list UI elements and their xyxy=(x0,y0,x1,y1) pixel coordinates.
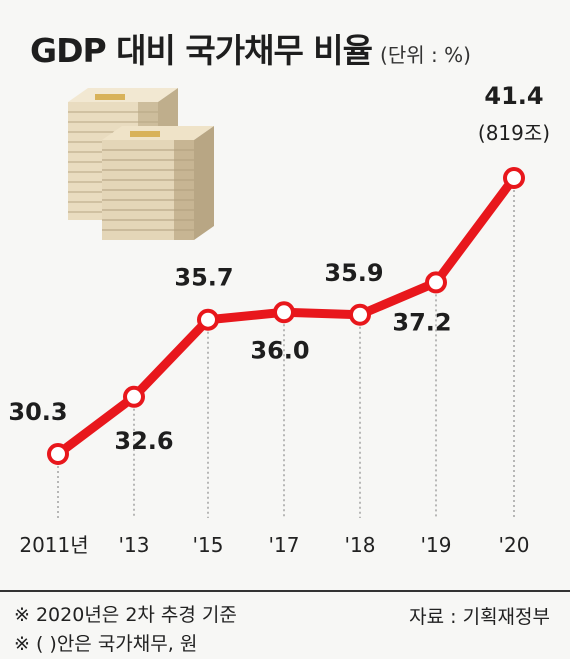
markers xyxy=(47,167,525,465)
point-marker-6 xyxy=(503,167,525,189)
guide-lines xyxy=(57,190,515,518)
x-tick-4: '18 xyxy=(345,533,376,557)
money-stack-illustration xyxy=(68,88,214,240)
point-marker-0 xyxy=(47,443,69,465)
note-line-1: ※ 2020년은 2차 추경 기준 xyxy=(14,604,237,626)
point-marker-3 xyxy=(273,301,295,324)
unit-label: (단위 : %) xyxy=(380,43,471,67)
value-label-6: 41.4 xyxy=(484,82,543,110)
x-tick-1: '13 xyxy=(119,533,150,557)
debt-amount-label: (819조) xyxy=(478,121,550,145)
value-label-4: 35.9 xyxy=(324,259,383,287)
note-line-2: ※ ( )안은 국가채무, 원 xyxy=(14,633,198,655)
x-tick-5: '19 xyxy=(421,533,452,557)
x-tick-3: '17 xyxy=(269,533,300,557)
value-label-1: 32.6 xyxy=(114,427,173,455)
point-marker-2 xyxy=(197,308,219,331)
value-label-3: 36.0 xyxy=(250,336,309,364)
point-marker-1 xyxy=(123,385,145,408)
title-row: GDP 대비 국가채무 비율 (단위 : %) xyxy=(30,24,471,72)
line-chart: 30.3 32.6 35.7 36.0 35.9 37.2 41.4 (819조) 2011년… xyxy=(8,82,550,557)
x-tick-2: '15 xyxy=(193,533,224,557)
value-labels: 30.3 32.6 35.7 36.0 35.9 37.2 41.4 (819조) xyxy=(8,82,550,455)
footer-divider xyxy=(0,590,570,592)
value-label-0: 30.3 xyxy=(8,398,67,426)
x-tick-6: '20 xyxy=(499,533,530,557)
source-label: 자료 : 기획재정부 xyxy=(409,606,550,628)
value-label-2: 35.7 xyxy=(174,264,233,292)
point-marker-4 xyxy=(349,303,371,326)
x-tick-0: 2011년 xyxy=(19,533,88,557)
value-label-5: 37.2 xyxy=(392,308,451,336)
chart-title: GDP 대비 국가채무 비율 xyxy=(30,31,373,70)
x-tick-labels: 2011년 '13 '15 '17 '18 '19 '20 xyxy=(19,533,529,557)
point-marker-5 xyxy=(425,271,447,294)
